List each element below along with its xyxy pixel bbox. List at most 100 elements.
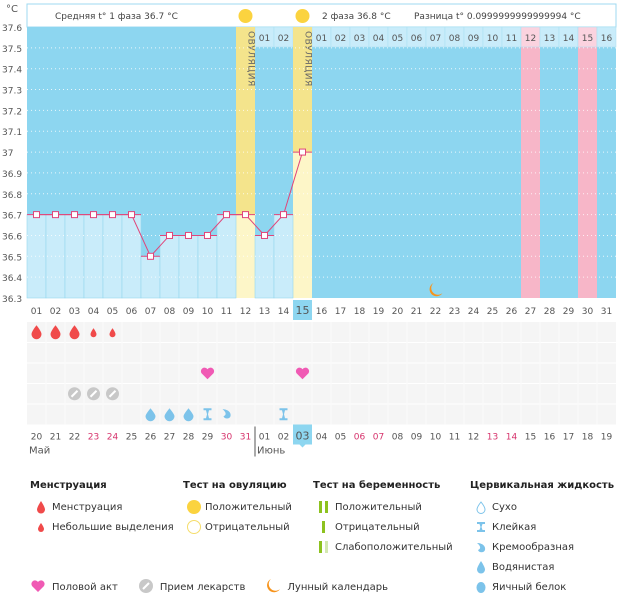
predicted-period-column xyxy=(521,27,540,298)
temp-point xyxy=(71,211,78,219)
day-after-ovulation-label: 16 xyxy=(601,34,613,44)
pill-icon-stripe xyxy=(70,390,79,398)
legend-label: Отрицательный xyxy=(205,521,290,533)
y-tick-label: 37.3 xyxy=(2,87,22,97)
calendar-date-label: 22 xyxy=(69,433,80,443)
day-after-ovulation-label: 01 xyxy=(259,34,270,44)
month-label: Май xyxy=(29,446,50,457)
legend-item: Положительный xyxy=(313,497,453,517)
temp-bar xyxy=(83,214,104,299)
legend-item: Небольшие выделения xyxy=(30,517,174,537)
marker-grid xyxy=(27,322,616,425)
ovulation-temp-bar xyxy=(236,214,255,298)
ovulation-positive-icon xyxy=(183,499,205,515)
legend-label: Прием лекарств xyxy=(159,582,246,593)
legend-item: Прием лекарств xyxy=(138,578,246,597)
temp-bar xyxy=(254,235,275,299)
cycle-day-label: 24 xyxy=(468,307,480,317)
legend-item: Отрицательный xyxy=(183,517,292,537)
legend-item: Лунный календарь xyxy=(265,578,388,597)
legend-label: Положительный xyxy=(205,501,292,513)
ovulation-positive-icon xyxy=(295,9,310,23)
calendar-date-label: 29 xyxy=(202,433,214,443)
ovulation-label: ОВУЛЯЦИЯ xyxy=(303,31,313,87)
small-blood-drop-icon xyxy=(109,328,116,338)
blood-drop-icon xyxy=(31,325,42,340)
legend-label: Положительный xyxy=(335,501,422,513)
day-after-ovulation-label: 08 xyxy=(449,34,461,44)
heart-icon xyxy=(295,367,310,380)
calendar-date-label: 01 xyxy=(259,433,270,443)
day-after-ovulation-label: 15 xyxy=(582,34,593,44)
calendar-date-label: 13 xyxy=(487,433,498,443)
heart-icon xyxy=(200,367,215,380)
temp-point xyxy=(128,211,135,219)
legend-item: Половой акт xyxy=(30,578,118,597)
calendar-date-label: 11 xyxy=(449,433,460,443)
ovulation-positive-icon xyxy=(238,9,253,23)
temp-bar xyxy=(197,235,218,299)
day-after-ovulation-label: 01 xyxy=(316,34,327,44)
legend-item: Клейкая xyxy=(470,517,614,537)
temp-point xyxy=(90,211,97,219)
legend-ovulation-test: Тест на овуляцию Положительный Отрицател… xyxy=(183,480,292,537)
legend-item: Менструация xyxy=(30,497,174,517)
y-tick-label: 37.4 xyxy=(2,66,22,76)
ovulation-negative-icon xyxy=(183,519,205,535)
calendar-date-label: 16 xyxy=(544,433,556,443)
calendar-date-label: 02 xyxy=(278,433,289,443)
day-after-ovulation-label: 14 xyxy=(563,34,575,44)
month-label: Июнь xyxy=(257,446,285,457)
legend-item: Водянистая xyxy=(470,557,614,577)
day-after-ovulation-cell xyxy=(596,26,617,48)
day-after-ovulation-label: 04 xyxy=(373,34,385,44)
calendar-date-label: 28 xyxy=(183,433,195,443)
temp-bar xyxy=(178,235,199,299)
calendar-date-label: 09 xyxy=(411,433,423,443)
day-after-ovulation-label: 06 xyxy=(411,34,423,44)
sticky-icon xyxy=(203,408,212,421)
y-tick-label: 37.5 xyxy=(2,45,22,55)
pill-icon xyxy=(138,578,154,597)
legend-title: Тест на овуляцию xyxy=(183,480,287,491)
cycle-day-label: 26 xyxy=(506,307,518,317)
legend-item: Положительный xyxy=(183,497,292,517)
egg-white-icon xyxy=(470,580,492,594)
predicted-period-column xyxy=(578,27,597,298)
day-after-ovulation-label: 09 xyxy=(468,34,480,44)
temp-point xyxy=(299,148,306,156)
watery-icon xyxy=(470,560,492,574)
day-after-ovulation-label: 13 xyxy=(544,34,555,44)
calendar-date-label: 03 xyxy=(296,430,310,443)
moon-icon xyxy=(429,283,443,297)
cycle-day-label: 06 xyxy=(126,307,138,317)
pregnancy-weak-icon xyxy=(313,540,335,554)
temp-bar xyxy=(159,235,180,299)
cycle-day-label: 29 xyxy=(563,307,575,317)
today-pointer xyxy=(299,444,306,448)
cycle-day-label: 01 xyxy=(31,307,42,317)
day-after-ovulation-label: 10 xyxy=(487,34,499,44)
calendar-date-label: 08 xyxy=(392,433,404,443)
cycle-day-label: 09 xyxy=(183,307,195,317)
small-blood-drop-icon xyxy=(90,328,97,338)
cycle-day-label: 28 xyxy=(544,307,556,317)
cycle-day-label: 21 xyxy=(411,307,422,317)
calendar-date-label: 04 xyxy=(316,433,328,443)
legend-item: Отрицательный xyxy=(313,517,453,537)
day-after-ovulation-label: 02 xyxy=(278,34,289,44)
legend-title: Цервикальная жидкость xyxy=(470,480,615,491)
calendar-date-label: 10 xyxy=(430,433,442,443)
cycle-day-label: 08 xyxy=(164,307,176,317)
dry-icon xyxy=(470,500,492,514)
blood-drop-icon xyxy=(30,500,52,514)
cycle-day-label: 16 xyxy=(316,307,328,317)
legend-label: Сухо xyxy=(492,501,517,513)
cycle-day-label: 22 xyxy=(430,307,441,317)
cycle-day-label: 27 xyxy=(525,307,536,317)
day-after-ovulation-label: 12 xyxy=(525,34,536,44)
cycle-day-label: 13 xyxy=(259,307,270,317)
legend-label: Яичный белок xyxy=(492,581,567,593)
pill-icon-stripe xyxy=(108,390,117,398)
phase1-label: Средняя t° 1 фаза 36.7 °C xyxy=(55,12,178,22)
